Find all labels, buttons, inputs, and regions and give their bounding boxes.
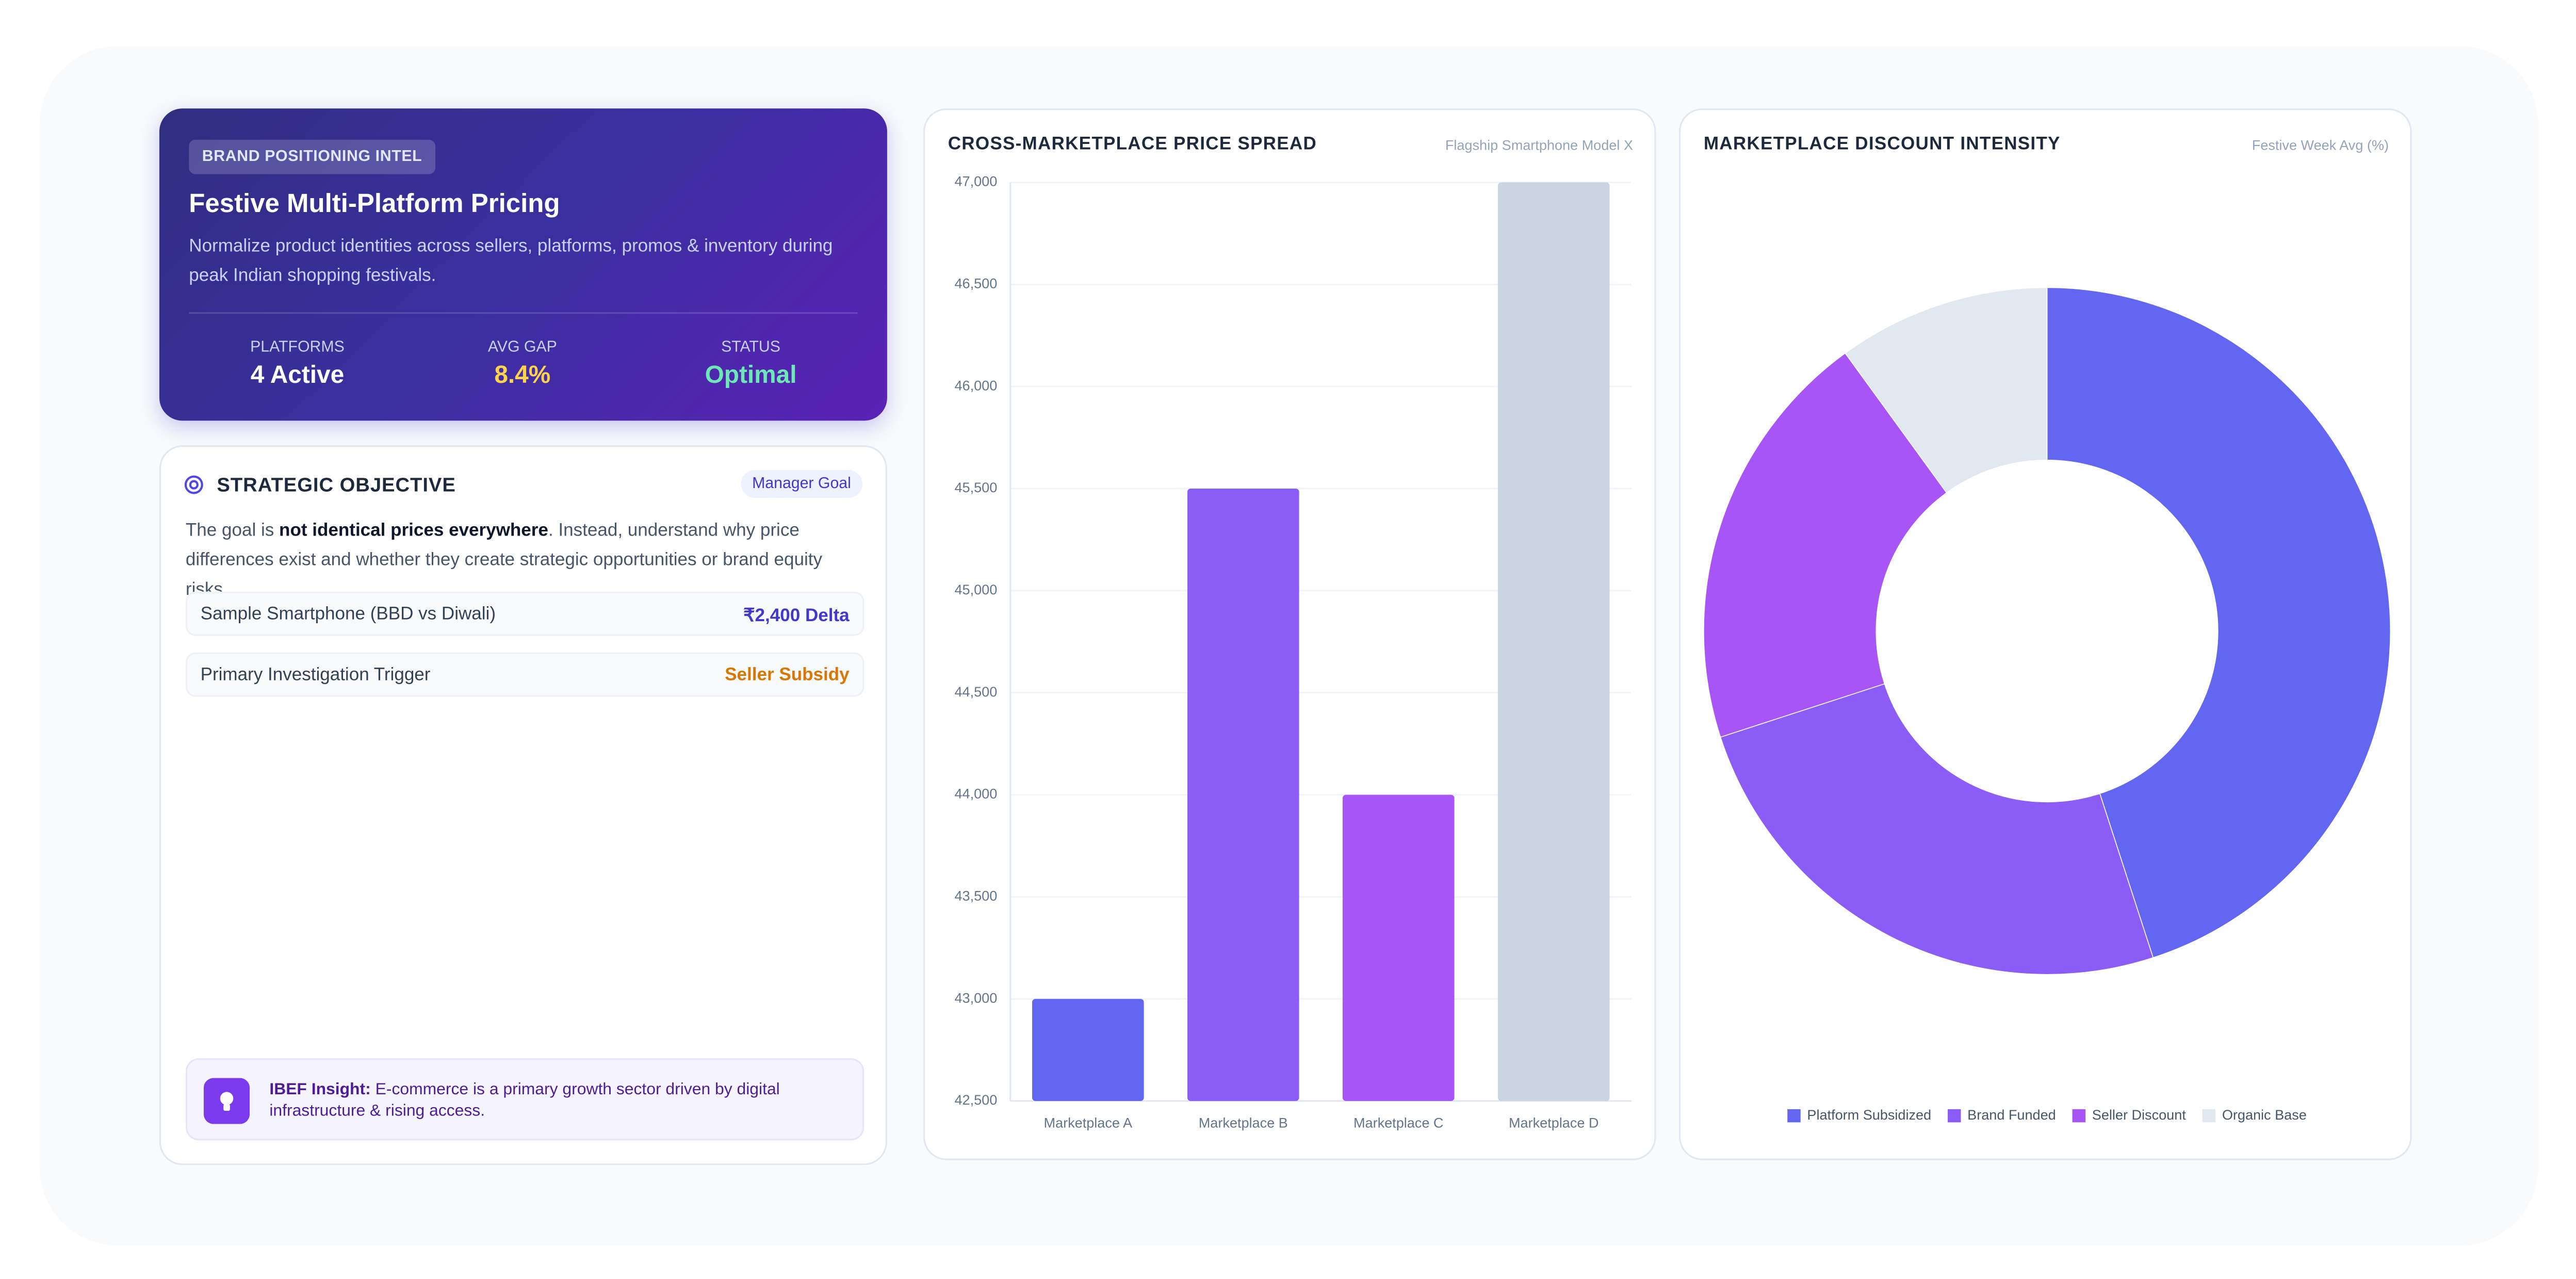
legend-swatch (1787, 1109, 1801, 1123)
row-label: Primary Investigation Trigger (200, 665, 431, 686)
y-tick-label: 45,500 (955, 479, 998, 495)
brand-card: BRAND POSITIONING INTEL Festive Multi-Pl… (159, 108, 887, 421)
y-tick-label: 46,500 (955, 276, 998, 292)
stat: PLATFORMS 4 Active (183, 338, 413, 390)
stat-label: PLATFORMS (250, 338, 345, 357)
y-tick-label: 44,000 (955, 786, 998, 802)
objective-card: STRATEGIC OBJECTIVE Manager Goal The goa… (159, 445, 887, 1165)
donut-segment (1720, 683, 2154, 975)
donut-segment (1703, 352, 1947, 738)
stat: STATUS Optimal (636, 338, 866, 390)
stat: AVG GAP 8.4% (407, 338, 638, 390)
y-tick-label: 45,000 (955, 581, 998, 597)
stat-value: 8.4% (494, 361, 551, 390)
insight-label: IBEF Insight: (269, 1081, 371, 1099)
bulb-icon (203, 1078, 250, 1124)
x-tick-label: Marketplace A (1044, 1115, 1132, 1131)
chart-title: CROSS-MARKETPLACE PRICE SPREAD (948, 134, 1317, 154)
y-tick-label: 43,000 (955, 990, 998, 1006)
legend-label: Platform Subsidized (1807, 1107, 1931, 1123)
legend-swatch (2202, 1109, 2216, 1123)
chart-title: MARKETPLACE DISCOUNT INTENSITY (1704, 134, 2061, 154)
info-row: Primary Investigation Trigger Seller Sub… (185, 652, 865, 697)
stat-value: Optimal (705, 361, 797, 390)
legend-label: Organic Base (2222, 1107, 2307, 1123)
donut-card: MARKETPLACE DISCOUNT INTENSITY Festive We… (1679, 108, 2412, 1160)
chart-subtitle: Festive Week Avg (%) (2252, 137, 2389, 153)
y-tick-label: 42,500 (955, 1092, 998, 1108)
insight: IBEF Insight: E-commerce is a primary gr… (185, 1058, 865, 1141)
donut-chart: MARKETPLACE DISCOUNT INTENSITY Festive We… (1703, 134, 2391, 1123)
donut-segment (2046, 287, 2391, 959)
bar-chart: CROSS-MARKETPLACE PRICE SPREAD Flagship S… (948, 134, 1633, 1131)
insight-text: IBEF Insight: E-commerce is a primary gr… (269, 1080, 828, 1123)
x-tick-label: Marketplace B (1199, 1115, 1288, 1131)
divider (189, 312, 858, 314)
text: E-commerce is a primary growth sector dr… (269, 1081, 780, 1121)
y-tick-label: 43,500 (955, 887, 998, 903)
text-bold: not identical prices everywhere (279, 521, 548, 541)
text: . Instead, understand why price differen… (185, 521, 822, 600)
row-value: ₹2,400 Delta (743, 606, 850, 626)
objective-text: The goal is not identical prices everywh… (186, 516, 859, 605)
row-value: Seller Subsidy (725, 665, 850, 686)
row-label: Sample Smartphone (BBD vs Diwali) (200, 605, 496, 625)
y-tick-label: 47,000 (955, 173, 998, 189)
y-tick-label: 46,000 (955, 377, 998, 393)
stat-label: AVG GAP (487, 338, 557, 357)
info-row: Sample Smartphone (BBD vs Diwali) ₹2,400… (185, 591, 865, 636)
bar (1032, 999, 1144, 1101)
x-tick-label: Marketplace D (1509, 1115, 1599, 1131)
y-tick-label: 44,500 (955, 684, 998, 700)
bar (1497, 182, 1610, 1101)
legend-label: Seller Discount (2092, 1107, 2186, 1123)
legend-swatch (2072, 1109, 2086, 1123)
donut-segment (1845, 287, 2048, 494)
text: The goal is (185, 521, 280, 541)
chart-subtitle: Flagship Smartphone Model X (1445, 137, 1633, 153)
stat-value: 4 Active (250, 361, 345, 390)
legend-label: Brand Funded (1967, 1107, 2056, 1123)
card-description: Normalize product identities across sell… (189, 236, 833, 286)
badge: BRAND POSITIONING INTEL (189, 139, 435, 174)
legend-swatch (1947, 1109, 1961, 1123)
bar (1342, 795, 1455, 1101)
bar-card: CROSS-MARKETPLACE PRICE SPREAD Flagship S… (923, 108, 1656, 1160)
tag: Manager Goal (740, 469, 863, 498)
target-icon (184, 475, 203, 494)
objective-title: STRATEGIC OBJECTIVE (217, 473, 456, 496)
bar (1187, 489, 1299, 1101)
x-tick-label: Marketplace C (1354, 1115, 1443, 1131)
stat-label: STATUS (721, 338, 780, 357)
card-title: Festive Multi-Platform Pricing (189, 190, 560, 219)
